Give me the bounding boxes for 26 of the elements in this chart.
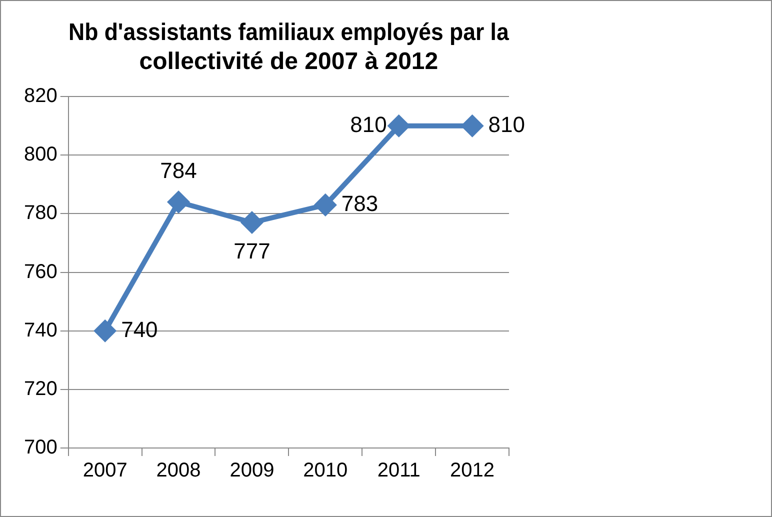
- x-tick-label: 2008: [156, 460, 201, 482]
- y-tick-label: 700: [24, 436, 58, 459]
- data-label: 783: [341, 191, 378, 216]
- data-label: 810: [488, 112, 525, 137]
- point: [462, 115, 483, 136]
- x-tick-label: 2011: [377, 460, 420, 482]
- point: [94, 320, 116, 342]
- y-tick-label: 720: [24, 378, 58, 400]
- x-tick-label: 2007: [82, 460, 128, 482]
- data-label: 810: [350, 112, 387, 137]
- data-label: 777: [234, 238, 270, 264]
- y-tick-label: 740: [24, 319, 58, 342]
- point: [314, 194, 336, 216]
- point: [168, 192, 190, 213]
- data-label: 784: [160, 158, 197, 184]
- x-tick-label: 2012: [450, 460, 495, 482]
- y-tick-label: 760: [24, 260, 58, 283]
- y-tick-label: 820: [24, 85, 58, 108]
- point: [241, 212, 262, 234]
- data-label: 740: [121, 316, 158, 342]
- y-tick-label: 780: [24, 202, 58, 224]
- x-tick-label: 2010: [303, 460, 348, 482]
- point: [388, 115, 410, 136]
- chart-title: Nb d'assistants familiaux employés par la collectivité de 2007 à 2012: [68, 18, 510, 75]
- x-tick-label: 2009: [230, 460, 274, 482]
- y-tick-label: 800: [24, 144, 58, 166]
